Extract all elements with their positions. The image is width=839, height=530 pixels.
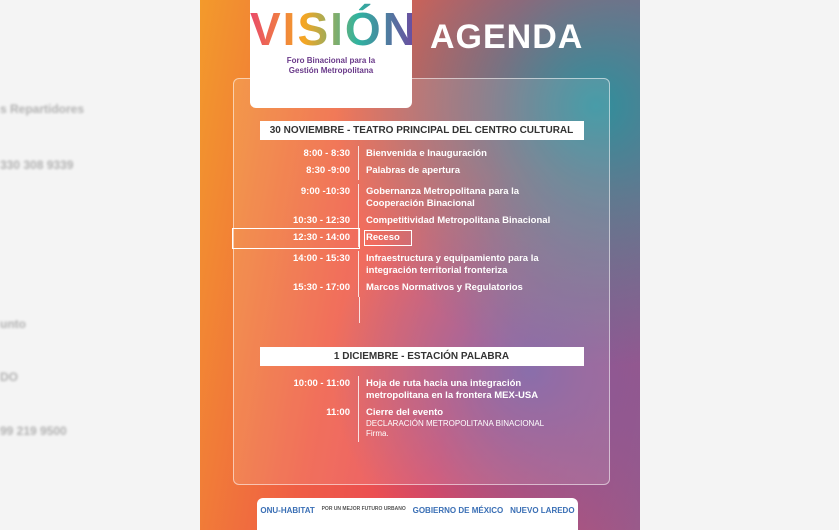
agenda-row: 15:30 - 17:00 Marcos Normativos y Regulat… — [234, 280, 609, 297]
activity: Cierre del evento DECLARACIÓN METROPOLITA… — [358, 405, 556, 442]
time: 9:00 -10:30 — [300, 186, 350, 197]
footer-logo: POR UN MEJOR FUTURO URBANO — [321, 506, 406, 512]
section-title: 1 DICIEMBRE - ESTACIÓN PALABRA — [259, 347, 584, 366]
time: 10:00 - 11:00 — [293, 378, 350, 389]
agenda-row: 10:00 - 11:00 Hoja de ruta hacia una inte… — [234, 376, 609, 405]
footer-logo: GOBIERNO DE MÉXICO — [412, 506, 504, 515]
activity-text: Marcos Normativos y Regulatorios — [366, 282, 523, 293]
agenda-row: 10:30 - 12:30 Competitividad Metropolitan… — [234, 213, 609, 230]
time: 8:00 - 8:30 — [303, 148, 350, 159]
activity: Receso — [358, 230, 556, 247]
heading: AGENDA — [430, 18, 584, 56]
activity-text: Palabras de apertura — [366, 165, 460, 176]
agenda-panel: 30 NOVIEMBRE - TEATRO PRINCIPAL DEL CENT… — [232, 78, 610, 485]
activity: Marcos Normativos y Regulatorios — [358, 280, 556, 297]
poster[interactable]: VISIÓN Foro Binacional para la Gestión M… — [200, 0, 640, 530]
logo-title: VISIÓN — [250, 3, 418, 55]
time: 12:30 - 14:00 — [232, 228, 360, 249]
agenda-row: 11:00 Cierre del evento DECLARACIÓN METROP… — [234, 405, 609, 442]
activity-note: DECLARACIÓN METROPOLITANA BINACIONAL — [366, 419, 545, 428]
activity-text: Infraestructura y equipamiento para la i… — [366, 253, 539, 276]
activity-text: Cierre del evento — [366, 407, 444, 418]
footer-logo: ONU-HABITAT — [260, 506, 315, 515]
activity: Palabras de apertura — [358, 163, 556, 180]
time: 11:00 — [326, 407, 350, 418]
footer-logos: ONU-HABITAT POR UN MEJOR FUTURO URBANO GOB… — [257, 498, 578, 530]
agenda-row: 9:00 -10:30 Gobernanza Metropolitana para… — [234, 184, 609, 213]
activity: Hoja de ruta hacia una integración metro… — [358, 376, 556, 405]
activity: Gobernanza Metropolitana para la Coopera… — [358, 184, 556, 213]
list-item: DO — [0, 370, 18, 384]
agenda-row: 14:00 - 15:30 Infraestructura y equipamie… — [234, 251, 609, 280]
logo-subtitle: Foro Binacional para la Gestión Metropol… — [286, 56, 376, 75]
list-item: unto — [0, 317, 26, 331]
spacer — [359, 297, 360, 323]
time: 10:30 - 12:30 — [292, 215, 350, 226]
time: 14:00 - 15:30 — [292, 253, 350, 264]
agenda-row: 8:30 -9:00 Palabras de apertura — [234, 163, 609, 180]
background-list: s Repartidores 330 308 9339 unto DO 99 219 9… — [0, 0, 200, 530]
activity-text: Gobernanza Metropolitana para la Coopera… — [366, 186, 520, 209]
activity-note: Firma. — [366, 429, 389, 438]
logo: VISIÓN Foro Binacional para la Gestión M… — [250, 0, 418, 108]
activity-text: Receso — [364, 230, 412, 246]
list-item: 99 219 9500 — [0, 424, 67, 438]
list-item: s Repartidores — [0, 102, 85, 116]
time: 8:30 -9:00 — [306, 165, 350, 176]
activity: Bienvenida e Inauguración — [358, 146, 556, 163]
activity-text: Bienvenida e Inauguración — [366, 148, 487, 159]
agenda-row: 8:00 - 8:30 Bienvenida e Inauguración — [234, 146, 609, 163]
footer-logo: NUEVO LAREDO — [510, 506, 575, 515]
list-item: 330 308 9339 — [0, 158, 74, 172]
activity: Competitividad Metropolitana Binacional — [358, 213, 556, 230]
activity-text: Competitividad Metropolitana Binacional — [366, 215, 551, 226]
agenda-row: 12:30 - 14:00 Receso — [232, 228, 609, 249]
time: 15:30 - 17:00 — [292, 282, 350, 293]
section-title: 30 NOVIEMBRE - TEATRO PRINCIPAL DEL CENT… — [259, 121, 584, 140]
activity: Infraestructura y equipamiento para la i… — [358, 251, 556, 280]
activity-text: Hoja de ruta hacia una integración metro… — [366, 378, 539, 401]
